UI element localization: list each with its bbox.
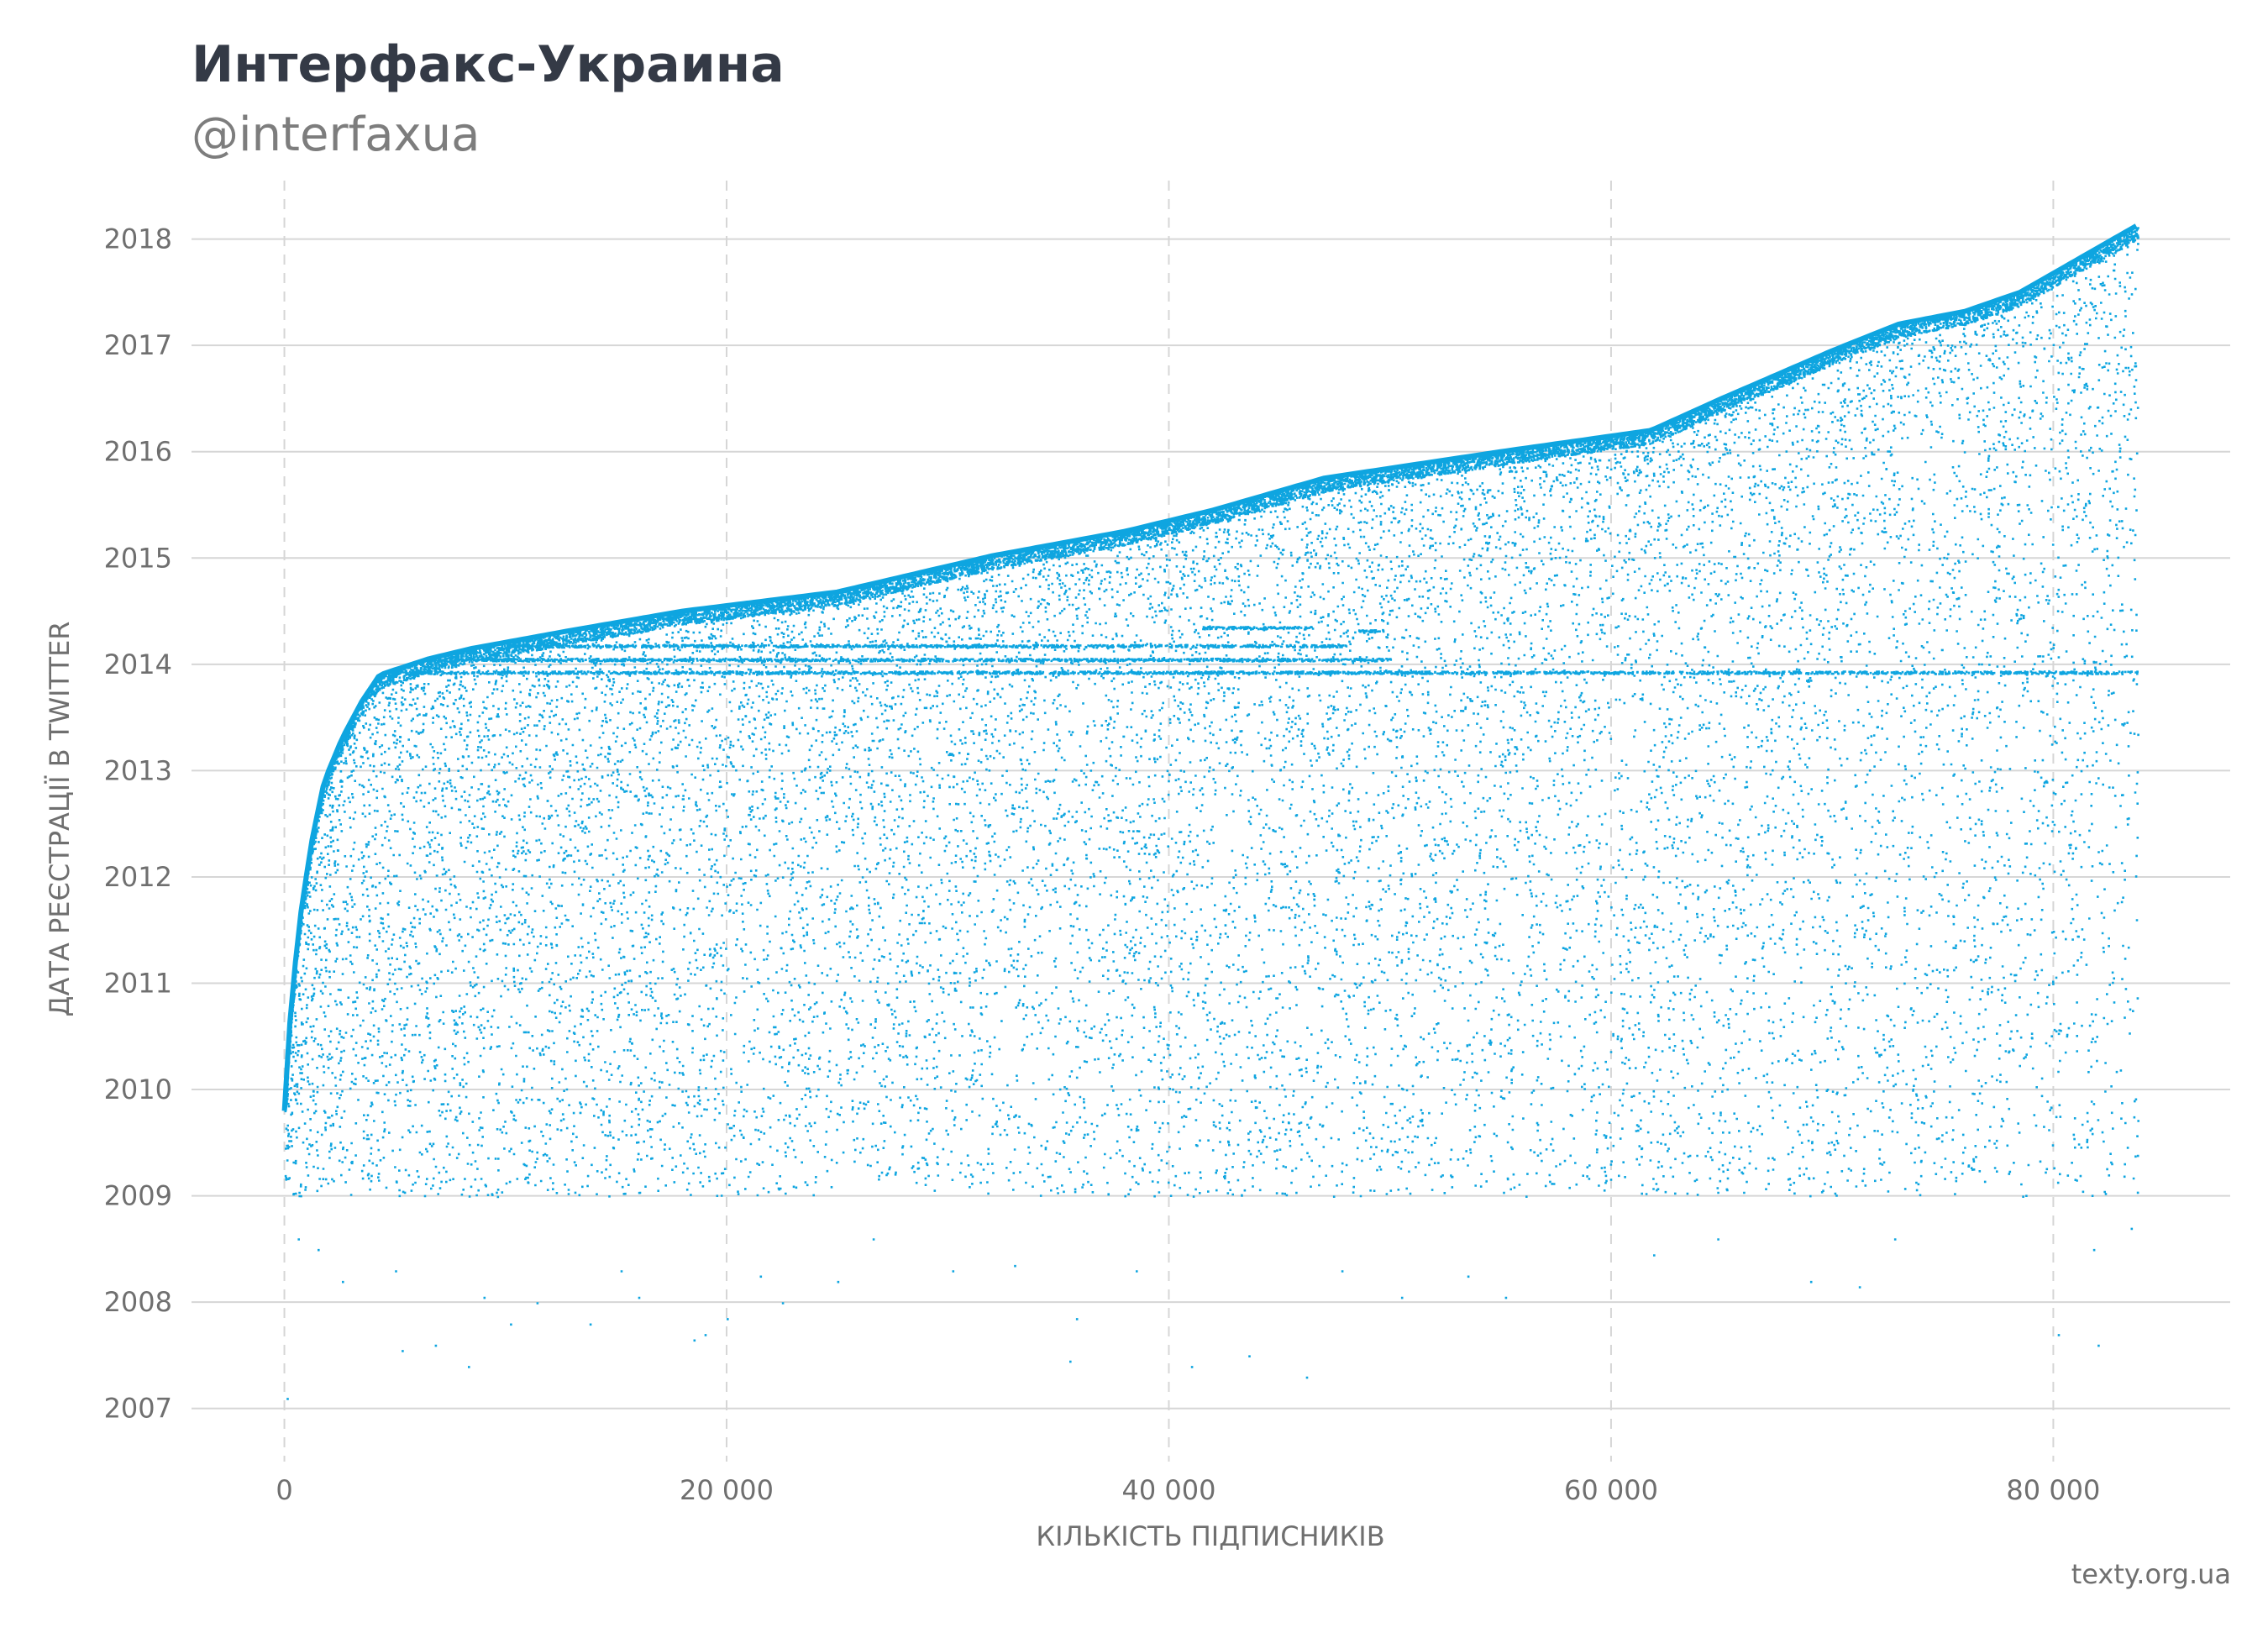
y-axis-label: ДАТА РЕЄСТРАЦІЇ В TWITTER bbox=[44, 621, 76, 1016]
upper-edge-line bbox=[281, 223, 2138, 1111]
y-tick-label: 2012 bbox=[104, 861, 172, 893]
x-tick-label: 80 000 bbox=[2006, 1474, 2100, 1506]
chart-subtitle: @interfaxua bbox=[192, 108, 480, 162]
y-tick-label: 2014 bbox=[104, 648, 172, 680]
y-tick-label: 2017 bbox=[104, 329, 172, 361]
data-points bbox=[284, 227, 2139, 1400]
y-tick-label: 2007 bbox=[104, 1393, 172, 1425]
y-tick-label: 2009 bbox=[104, 1180, 172, 1212]
y-axis-ticks: 2007 2008 2009 2010 2011 2012 2013 2014 2015 2016… bbox=[104, 223, 172, 1425]
source-credit: texty.org.ua bbox=[2071, 1558, 2231, 1590]
y-tick-label: 2013 bbox=[104, 754, 172, 786]
x-tick-label: 60 000 bbox=[1564, 1474, 1658, 1506]
x-tick-label: 0 bbox=[276, 1474, 292, 1506]
x-axis-label: КІЛЬКІСТЬ ПІДПИСНИКІВ bbox=[1036, 1520, 1384, 1552]
y-tick-label: 2011 bbox=[104, 967, 172, 999]
y-tick-label: 2010 bbox=[104, 1074, 172, 1105]
y-tick-label: 2018 bbox=[104, 223, 172, 255]
x-tick-label: 40 000 bbox=[1122, 1474, 1216, 1506]
x-axis-ticks: 0 20 000 40 000 60 000 80 000 bbox=[276, 1474, 2100, 1506]
y-tick-label: 2008 bbox=[104, 1286, 172, 1318]
x-tick-label: 20 000 bbox=[680, 1474, 774, 1506]
grid-lines bbox=[192, 181, 2230, 1462]
y-tick-label: 2015 bbox=[104, 542, 172, 574]
scatter-points bbox=[284, 227, 2139, 1400]
chart-title: Интерфакс-Украина bbox=[192, 35, 785, 94]
upper-edge bbox=[281, 223, 2138, 1111]
y-tick-label: 2016 bbox=[104, 436, 172, 468]
